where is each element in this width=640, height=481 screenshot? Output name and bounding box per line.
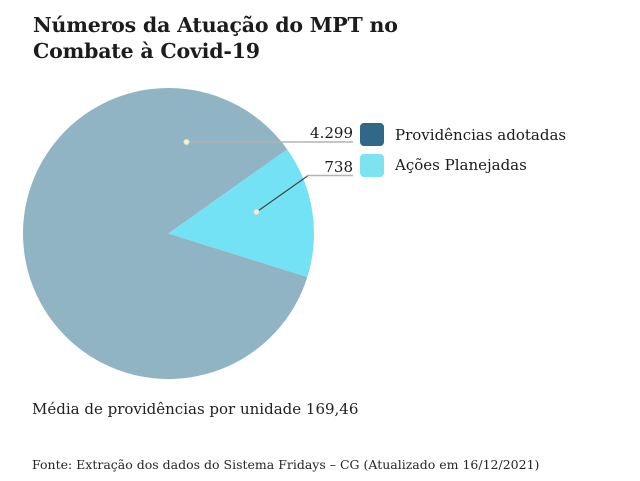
leader-dot-providencias xyxy=(183,138,190,146)
value-label-providencias: 4.299 xyxy=(310,124,353,142)
legend-label-acoes: Ações Planejadas xyxy=(395,156,527,174)
legend-label-providencias: Providências adotadas xyxy=(395,125,567,144)
chart-title-line1: Números da Atuação do MPT no xyxy=(33,13,398,37)
value-label-acoes: 738 xyxy=(324,157,353,176)
pie-slice-acoes xyxy=(168,149,314,278)
chart-title-line2: Combate à Covid-19 xyxy=(33,38,260,63)
legend-swatch-acoes xyxy=(360,153,384,177)
leader-line-acoes-diagonal xyxy=(256,175,308,213)
chart-title: Números da Atuação do MPT no Combate à C… xyxy=(33,13,413,64)
leader-dot-acoes xyxy=(253,208,260,216)
pie-slices-group xyxy=(22,88,314,380)
pie-slice-providencias xyxy=(22,88,308,380)
legend-swatch-providencias xyxy=(360,123,384,146)
legend-item-providencias: Providências adotadas xyxy=(360,123,566,146)
chart-note: Média de providências por unidade 169,46 xyxy=(32,400,359,418)
legend-item-acoes: Ações Planejadas xyxy=(360,153,566,177)
legend: Providências adotadas Ações Planejadas xyxy=(360,123,566,184)
chart-source: Fonte: Extração dos dados do Sistema Fri… xyxy=(32,457,540,472)
